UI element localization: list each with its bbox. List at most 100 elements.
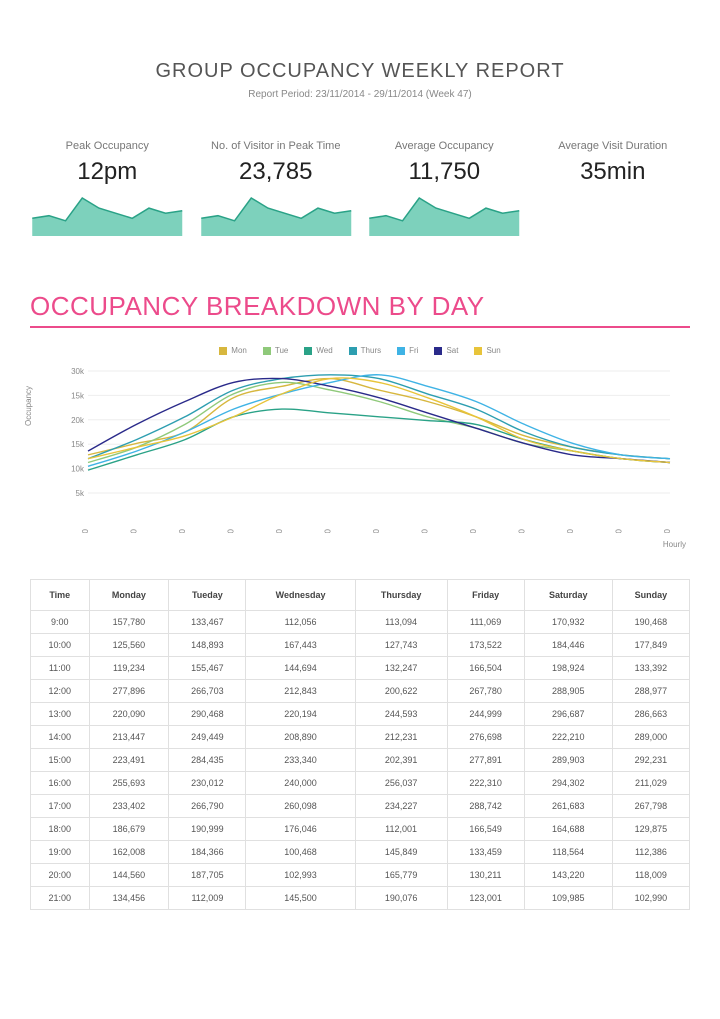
- kpi-card: Peak Occupancy12pm: [30, 140, 185, 241]
- table-cell: 113,094: [355, 611, 447, 634]
- occupancy-chart: Occupancy 5k10k15k20k15k30k9:0010:0011:0…: [30, 363, 690, 549]
- table-row: 11:00119,234155,467144,694132,247166,504…: [31, 657, 690, 680]
- table-cell: 244,593: [355, 703, 447, 726]
- table-row: 14:00213,447249,449208,890212,231276,698…: [31, 726, 690, 749]
- table-cell: 233,340: [246, 749, 355, 772]
- table-row: 21:00134,456112,009145,500190,076123,001…: [31, 887, 690, 910]
- table-cell: 102,990: [612, 887, 689, 910]
- legend-label: Fri: [409, 346, 418, 355]
- table-cell: 292,231: [612, 749, 689, 772]
- table-cell: 20:00: [31, 864, 90, 887]
- table-cell: 240,000: [246, 772, 355, 795]
- legend-swatch: [219, 347, 227, 355]
- table-cell: 164,688: [524, 818, 612, 841]
- legend-label: Mon: [231, 346, 247, 355]
- table-cell: 111,069: [447, 611, 524, 634]
- table-cell: 143,220: [524, 864, 612, 887]
- table-cell: 148,893: [169, 634, 246, 657]
- table-cell: 155,467: [169, 657, 246, 680]
- table-cell: 296,687: [524, 703, 612, 726]
- table-cell: 167,443: [246, 634, 355, 657]
- table-row: 16:00255,693230,012240,000256,037222,310…: [31, 772, 690, 795]
- table-cell: 233,402: [89, 795, 169, 818]
- table-cell: 208,890: [246, 726, 355, 749]
- sparkline: [30, 192, 185, 236]
- table-row: 20:00144,560187,705102,993165,779130,211…: [31, 864, 690, 887]
- table-cell: 21:00: [31, 887, 90, 910]
- svg-text:11:00: 11:00: [178, 528, 187, 533]
- svg-text:15:00: 15:00: [372, 528, 381, 533]
- table-cell: 118,009: [612, 864, 689, 887]
- table-cell: 112,386: [612, 841, 689, 864]
- svg-text:15k: 15k: [71, 440, 85, 449]
- table-cell: 123,001: [447, 887, 524, 910]
- table-cell: 220,090: [89, 703, 169, 726]
- table-cell: 133,467: [169, 611, 246, 634]
- occupancy-table: TimeMondayTuedayWednesdayThursdayFridayS…: [30, 579, 690, 910]
- table-cell: 133,392: [612, 657, 689, 680]
- table-row: 15:00223,491284,435233,340202,391277,891…: [31, 749, 690, 772]
- svg-text:21:00: 21:00: [663, 528, 672, 533]
- table-cell: 256,037: [355, 772, 447, 795]
- legend-item: Thurs: [349, 346, 381, 355]
- table-header-cell: Sunday: [612, 580, 689, 611]
- svg-text:17:00: 17:00: [469, 528, 478, 533]
- table-cell: 289,903: [524, 749, 612, 772]
- table-row: 19:00162,008184,366100,468145,849133,459…: [31, 841, 690, 864]
- sparkline: [367, 192, 522, 236]
- table-cell: 15:00: [31, 749, 90, 772]
- table-cell: 288,742: [447, 795, 524, 818]
- legend-item: Tue: [263, 346, 289, 355]
- table-row: 10:00125,560148,893167,443127,743173,522…: [31, 634, 690, 657]
- table-cell: 129,875: [612, 818, 689, 841]
- table-cell: 132,247: [355, 657, 447, 680]
- table-row: 9:00157,780133,467112,056113,094111,0691…: [31, 611, 690, 634]
- table-row: 13:00220,090290,468220,194244,593244,999…: [31, 703, 690, 726]
- table-cell: 145,849: [355, 841, 447, 864]
- table-cell: 294,302: [524, 772, 612, 795]
- kpi-value: 12pm: [30, 158, 185, 186]
- chart-legend: MonTueWedThursFriSatSun: [30, 346, 690, 355]
- table-cell: 176,046: [246, 818, 355, 841]
- chart-xlabel: Hourly: [60, 540, 690, 549]
- table-cell: 100,468: [246, 841, 355, 864]
- table-header-cell: Wednesday: [246, 580, 355, 611]
- table-cell: 222,210: [524, 726, 612, 749]
- table-cell: 211,029: [612, 772, 689, 795]
- table-cell: 125,560: [89, 634, 169, 657]
- table-cell: 16:00: [31, 772, 90, 795]
- table-cell: 186,679: [89, 818, 169, 841]
- table-cell: 184,446: [524, 634, 612, 657]
- page-subtitle: Report Period: 23/11/2014 - 29/11/2014 (…: [30, 89, 690, 100]
- table-cell: 187,705: [169, 864, 246, 887]
- table-cell: 260,098: [246, 795, 355, 818]
- table-cell: 109,985: [524, 887, 612, 910]
- table-cell: 112,001: [355, 818, 447, 841]
- kpi-card: Average Occupancy11,750: [367, 140, 522, 241]
- table-cell: 133,459: [447, 841, 524, 864]
- table-cell: 255,693: [89, 772, 169, 795]
- table-cell: 12:00: [31, 680, 90, 703]
- table-cell: 19:00: [31, 841, 90, 864]
- table-header-cell: Saturday: [524, 580, 612, 611]
- kpi-value: 23,785: [199, 158, 354, 186]
- table-cell: 223,491: [89, 749, 169, 772]
- legend-swatch: [263, 347, 271, 355]
- legend-swatch: [434, 347, 442, 355]
- table-cell: 288,905: [524, 680, 612, 703]
- table-cell: 112,009: [169, 887, 246, 910]
- table-header-cell: Thursday: [355, 580, 447, 611]
- table-header-cell: Friday: [447, 580, 524, 611]
- sparkline: [199, 192, 354, 236]
- table-cell: 119,234: [89, 657, 169, 680]
- table-cell: 166,504: [447, 657, 524, 680]
- kpi-row: Peak Occupancy12pmNo. of Visitor in Peak…: [30, 140, 690, 241]
- legend-label: Thurs: [361, 346, 381, 355]
- table-cell: 166,549: [447, 818, 524, 841]
- table-cell: 284,435: [169, 749, 246, 772]
- table-cell: 190,468: [612, 611, 689, 634]
- table-cell: 212,843: [246, 680, 355, 703]
- table-cell: 14:00: [31, 726, 90, 749]
- svg-text:20:00: 20:00: [615, 528, 624, 533]
- report-header: GROUP OCCUPANCY WEEKLY REPORT Report Per…: [30, 60, 690, 100]
